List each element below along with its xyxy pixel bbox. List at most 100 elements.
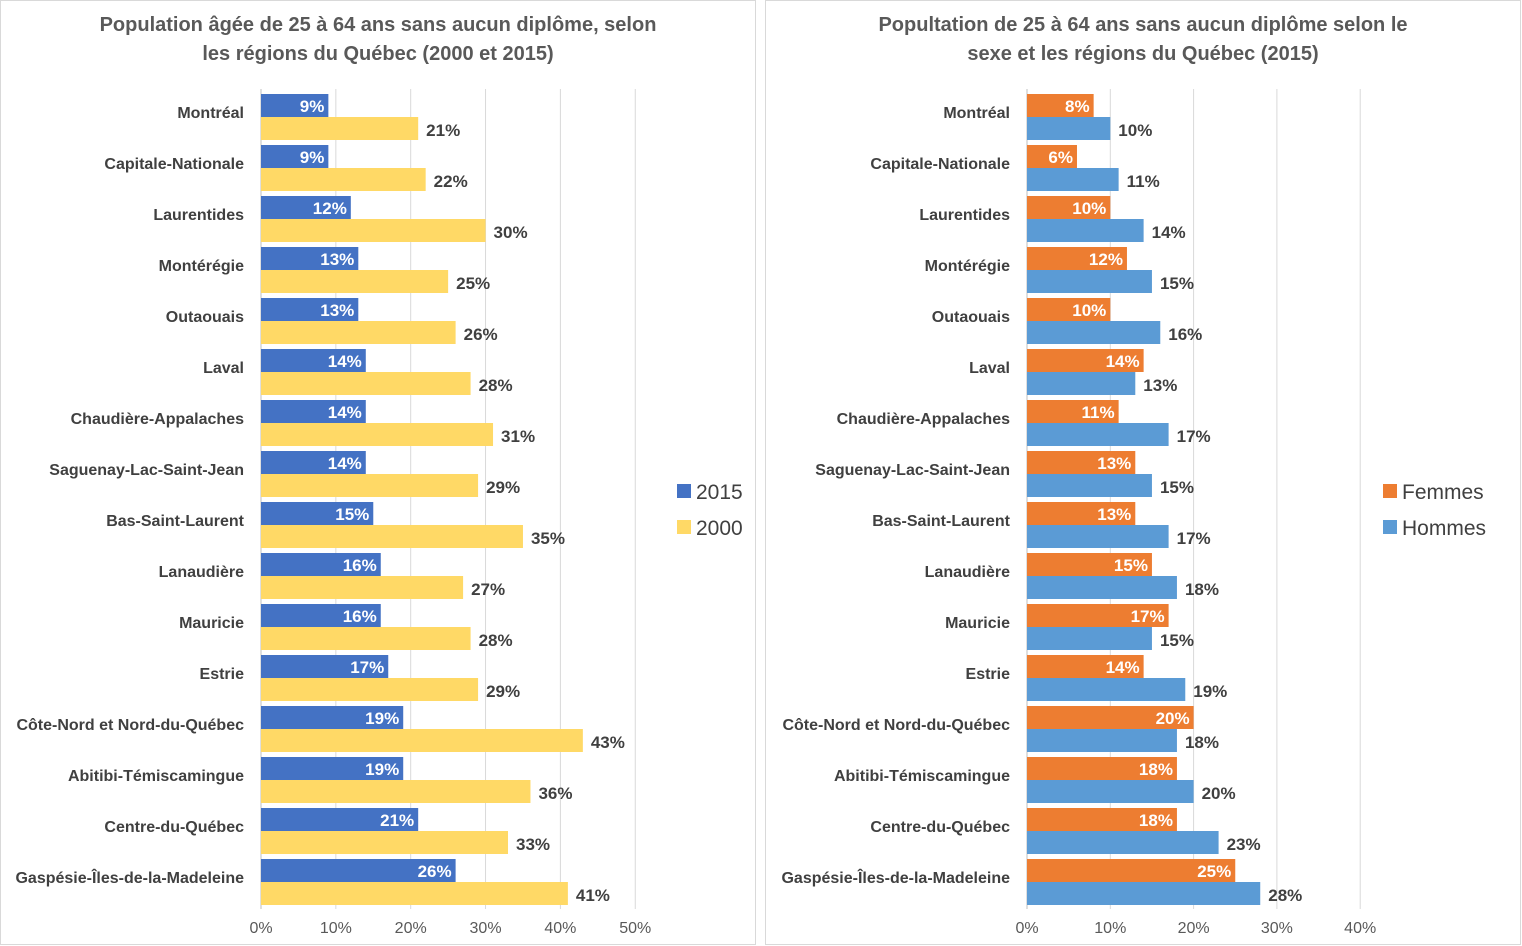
category-label: Outaouais xyxy=(166,309,244,326)
data-label: 6% xyxy=(1048,148,1073,167)
data-label: 28% xyxy=(479,631,513,650)
data-label: 13% xyxy=(1143,376,1177,395)
data-label: 17% xyxy=(1131,607,1165,626)
category-label: Laurentides xyxy=(919,207,1010,224)
x-tick-label: 50% xyxy=(619,920,651,937)
bar-2000 xyxy=(261,831,509,854)
bar-femmes xyxy=(1027,706,1194,729)
bar-2015 xyxy=(261,94,329,117)
data-label: 18% xyxy=(1139,760,1173,779)
data-label: 26% xyxy=(418,862,452,881)
data-label: 27% xyxy=(471,580,505,599)
data-label: 17% xyxy=(1177,427,1211,446)
bar-hommes xyxy=(1027,729,1177,752)
data-label: 14% xyxy=(1152,223,1186,242)
data-label: 13% xyxy=(1097,505,1131,524)
category-label: Lanaudière xyxy=(925,564,1010,581)
category-label: Abitibi-Témiscamingue xyxy=(68,768,244,785)
bar-2000 xyxy=(261,882,568,905)
category-label: Centre-du-Québec xyxy=(104,819,244,836)
data-label: 15% xyxy=(335,505,369,524)
data-label: 33% xyxy=(516,835,550,854)
bar-2015 xyxy=(261,298,359,321)
category-label: Montréal xyxy=(943,105,1010,122)
bar-2000 xyxy=(261,627,471,650)
data-label: 20% xyxy=(1202,784,1236,803)
data-label: 17% xyxy=(350,658,384,677)
bar-2000 xyxy=(261,219,486,242)
data-label: 43% xyxy=(591,733,625,752)
bar-2015 xyxy=(261,655,389,678)
bar-2015 xyxy=(261,451,366,474)
bar-2000 xyxy=(261,423,494,446)
bar-2000 xyxy=(261,168,426,191)
data-label: 13% xyxy=(1097,454,1131,473)
category-label: Capitale-Nationale xyxy=(870,156,1010,173)
x-tick-label: 40% xyxy=(1344,920,1376,937)
bar-hommes xyxy=(1027,168,1119,191)
category-label: Estrie xyxy=(200,666,245,683)
data-label: 21% xyxy=(426,121,460,140)
bar-femmes xyxy=(1027,145,1077,168)
data-label: 28% xyxy=(479,376,513,395)
legend-swatch xyxy=(1383,484,1397,498)
category-label: Abitibi-Témiscamingue xyxy=(834,768,1010,785)
data-label: 9% xyxy=(300,97,325,116)
data-label: 14% xyxy=(1106,352,1140,371)
category-label: Capitale-Nationale xyxy=(104,156,244,173)
bar-femmes xyxy=(1027,808,1177,831)
bar-femmes xyxy=(1027,655,1144,678)
data-label: 13% xyxy=(320,301,354,320)
data-label: 16% xyxy=(343,556,377,575)
chart-panel-left: Population âgée de 25 à 64 ans sans aucu… xyxy=(0,0,756,945)
data-label: 13% xyxy=(320,250,354,269)
data-label: 19% xyxy=(1193,682,1227,701)
data-label: 35% xyxy=(531,529,565,548)
data-label: 10% xyxy=(1072,301,1106,320)
bar-hommes xyxy=(1027,525,1169,548)
bar-2000 xyxy=(261,372,471,395)
legend-swatch xyxy=(677,520,691,534)
bar-2015 xyxy=(261,553,381,576)
bar-hommes xyxy=(1027,321,1161,344)
category-label: Mauricie xyxy=(945,615,1010,632)
bar-femmes xyxy=(1027,757,1177,780)
category-label: Montérégie xyxy=(925,258,1010,275)
bar-2015 xyxy=(261,757,404,780)
data-label: 14% xyxy=(1106,658,1140,677)
bar-2000 xyxy=(261,576,464,599)
bar-hommes xyxy=(1027,219,1144,242)
data-label: 18% xyxy=(1185,733,1219,752)
category-label: Montérégie xyxy=(159,258,244,275)
legend-label: 2000 xyxy=(696,517,743,540)
category-label: Centre-du-Québec xyxy=(870,819,1010,836)
chart-title: Popultation de 25 à 64 ans sans aucun di… xyxy=(766,11,1520,69)
x-tick-label: 20% xyxy=(1178,920,1210,937)
category-label: Laurentides xyxy=(153,207,244,224)
bar-2000 xyxy=(261,780,531,803)
bar-2000 xyxy=(261,678,479,701)
data-label: 15% xyxy=(1160,631,1194,650)
data-label: 18% xyxy=(1139,811,1173,830)
bar-2015 xyxy=(261,196,351,219)
bar-2015 xyxy=(261,349,366,372)
data-label: 29% xyxy=(486,682,520,701)
data-label: 9% xyxy=(300,148,325,167)
x-tick-label: 10% xyxy=(1094,920,1126,937)
bar-femmes xyxy=(1027,553,1152,576)
legend-label: Hommes xyxy=(1402,517,1486,540)
x-tick-label: 0% xyxy=(249,920,272,937)
bar-2000 xyxy=(261,474,479,497)
category-label: Bas-Saint-Laurent xyxy=(872,513,1010,530)
x-tick-label: 10% xyxy=(320,920,352,937)
category-label: Saguenay-Lac-Saint-Jean xyxy=(815,462,1010,479)
bar-2000 xyxy=(261,729,583,752)
bar-chart-left: 0% 10% 20% 30% 40% 50% Montréal 9% 21% Capitale-N… xyxy=(15,89,743,937)
category-label: Estrie xyxy=(966,666,1011,683)
bar-femmes xyxy=(1027,298,1111,321)
data-label: 36% xyxy=(538,784,572,803)
bar-2015 xyxy=(261,502,374,525)
bar-2015 xyxy=(261,400,366,423)
bar-2000 xyxy=(261,525,523,548)
bar-hommes xyxy=(1027,780,1194,803)
